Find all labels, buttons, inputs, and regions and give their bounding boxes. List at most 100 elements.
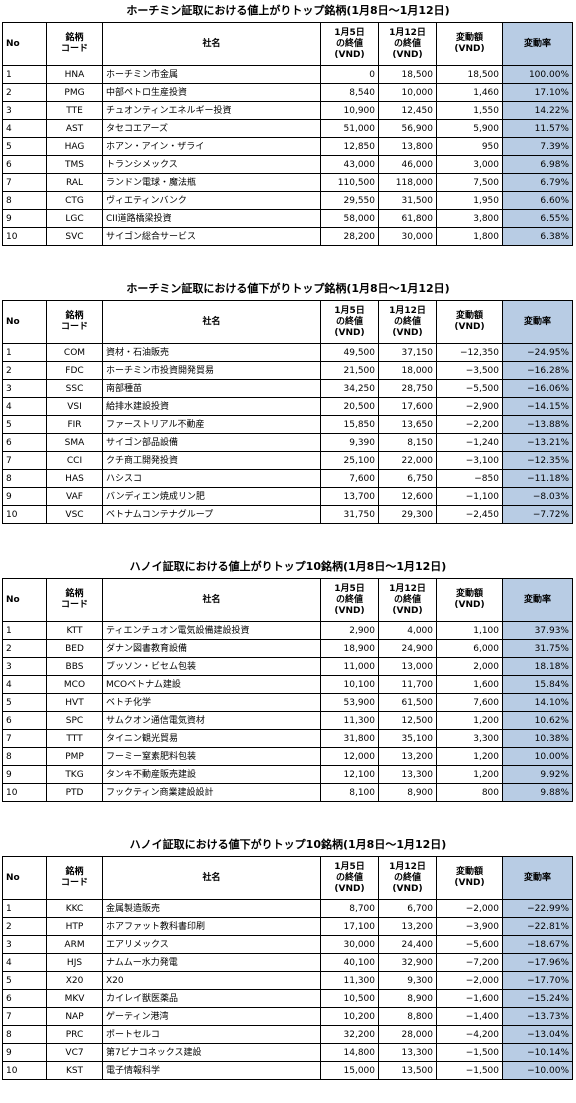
- cell-change: 7,500: [436, 173, 503, 192]
- cell-close-start: 58,000: [320, 209, 379, 228]
- ranking-section-4: ハノイ証取における値下がりトップ10銘柄(1月8日〜1月12日) No 銘柄 コ…: [0, 834, 576, 1080]
- cell-name: ヴィエティンバンク: [102, 191, 321, 210]
- cell-close-start: 17,100: [320, 917, 379, 936]
- cell-no: 5: [2, 137, 47, 156]
- cell-code: BED: [46, 639, 103, 658]
- cell-no: 9: [2, 765, 47, 784]
- header-name: 社名: [102, 578, 321, 622]
- cell-close-start: 7,600: [320, 469, 379, 488]
- header-code: 銘柄 コード: [46, 22, 103, 66]
- cell-close-end: 35,100: [378, 729, 437, 748]
- cell-code: NAP: [46, 1007, 103, 1026]
- table-row: 6 TMS トランシメックス 43,000 46,000 3,000 6.98%: [2, 155, 573, 174]
- cell-code: PMP: [46, 747, 103, 766]
- cell-change: −3,900: [436, 917, 503, 936]
- cell-code: HAS: [46, 469, 103, 488]
- cell-name: ファーストリアル不動産: [102, 415, 321, 434]
- cell-close-start: 21,500: [320, 361, 379, 380]
- cell-pct: −11.18%: [502, 469, 573, 488]
- cell-name: ハシスコ: [102, 469, 321, 488]
- cell-code: SVC: [46, 227, 103, 246]
- cell-close-end: 12,600: [378, 487, 437, 506]
- table-row: 7 CCI クチ商工開発投資 25,100 22,000 −3,100 −12.35%: [2, 451, 573, 470]
- cell-pct: −8.03%: [502, 487, 573, 506]
- cell-close-end: 4,000: [378, 621, 437, 640]
- cell-close-end: 32,900: [378, 953, 437, 972]
- ranking-table: No 銘柄 コード 社名 1月5日 の終値 (VND) 1月12日 の終値 (V…: [2, 300, 573, 524]
- header-no: No: [2, 300, 47, 344]
- cell-code: VSI: [46, 397, 103, 416]
- cell-no: 8: [2, 747, 47, 766]
- table-row: 3 BBS ブッソン・ビセム包装 11,000 13,000 2,000 18.18%: [2, 657, 573, 676]
- cell-change: −2,000: [436, 899, 503, 918]
- cell-close-end: 18,500: [378, 65, 437, 84]
- cell-no: 3: [2, 101, 47, 120]
- cell-close-start: 11,300: [320, 711, 379, 730]
- header-pct: 変動率: [502, 22, 573, 66]
- cell-close-start: 31,800: [320, 729, 379, 748]
- cell-no: 5: [2, 693, 47, 712]
- cell-close-end: 8,150: [378, 433, 437, 452]
- cell-code: MKV: [46, 989, 103, 1008]
- cell-code: HJS: [46, 953, 103, 972]
- table-row: 2 PMG 中部ペトロ生産投資 8,540 10,000 1,460 17.10%: [2, 83, 573, 102]
- header-close-end: 1月12日 の終値 (VND): [378, 22, 437, 66]
- cell-name: カイレイ獣医薬品: [102, 989, 321, 1008]
- cell-close-start: 53,900: [320, 693, 379, 712]
- cell-code: TKG: [46, 765, 103, 784]
- cell-close-start: 14,800: [320, 1043, 379, 1062]
- cell-code: PMG: [46, 83, 103, 102]
- table-row: 4 MCO MCOベトナム建設 10,100 11,700 1,600 15.84%: [2, 675, 573, 694]
- cell-name: サイゴン総合サービス: [102, 227, 321, 246]
- cell-code: FDC: [46, 361, 103, 380]
- cell-close-end: 28,750: [378, 379, 437, 398]
- cell-code: TTE: [46, 101, 103, 120]
- table-row: 9 LGC CII道路橋梁投資 58,000 61,800 3,800 6.55%: [2, 209, 573, 228]
- cell-close-end: 46,000: [378, 155, 437, 174]
- cell-close-start: 110,500: [320, 173, 379, 192]
- cell-code: ARM: [46, 935, 103, 954]
- cell-close-start: 32,200: [320, 1025, 379, 1044]
- header-no: No: [2, 856, 47, 900]
- cell-close-end: 13,650: [378, 415, 437, 434]
- cell-code: AST: [46, 119, 103, 138]
- cell-code: PRC: [46, 1025, 103, 1044]
- cell-change: −1,240: [436, 433, 503, 452]
- cell-change: 3,800: [436, 209, 503, 228]
- cell-name: ベトチ化学: [102, 693, 321, 712]
- cell-name: サイゴン部品設備: [102, 433, 321, 452]
- cell-close-start: 11,000: [320, 657, 379, 676]
- cell-no: 10: [2, 227, 47, 246]
- cell-close-end: 13,200: [378, 917, 437, 936]
- cell-no: 10: [2, 1061, 47, 1080]
- cell-no: 6: [2, 155, 47, 174]
- table-row: 10 VSC ベトナムコンテナグループ 31,750 29,300 −2,450 −7.72…: [2, 505, 573, 524]
- cell-close-end: 29,300: [378, 505, 437, 524]
- header-pct: 変動率: [502, 300, 573, 344]
- header-close-start: 1月5日 の終値 (VND): [320, 856, 379, 900]
- cell-pct: −10.14%: [502, 1043, 573, 1062]
- cell-change: −3,100: [436, 451, 503, 470]
- cell-no: 5: [2, 971, 47, 990]
- cell-close-end: 12,450: [378, 101, 437, 120]
- table-row: 7 RAL ランドン電球・魔法瓶 110,500 118,000 7,500 6.79%: [2, 173, 573, 192]
- cell-pct: 15.84%: [502, 675, 573, 694]
- cell-close-start: 11,300: [320, 971, 379, 990]
- table-header-row: No 銘柄 コード 社名 1月5日 の終値 (VND) 1月12日 の終値 (V…: [2, 300, 573, 344]
- cell-close-start: 8,100: [320, 783, 379, 802]
- section-title: ハノイ証取における値下がりトップ10銘柄(1月8日〜1月12日): [129, 838, 447, 851]
- cell-code: VAF: [46, 487, 103, 506]
- cell-no: 7: [2, 729, 47, 748]
- cell-close-start: 31,750: [320, 505, 379, 524]
- ranking-table: No 銘柄 コード 社名 1月5日 の終値 (VND) 1月12日 の終値 (V…: [2, 578, 573, 802]
- table-header-row: No 銘柄 コード 社名 1月5日 の終値 (VND) 1月12日 の終値 (V…: [2, 578, 573, 622]
- cell-close-end: 8,900: [378, 989, 437, 1008]
- cell-close-start: 49,500: [320, 343, 379, 362]
- cell-code: HTP: [46, 917, 103, 936]
- cell-change: 5,900: [436, 119, 503, 138]
- cell-pct: 37.93%: [502, 621, 573, 640]
- cell-change: 1,950: [436, 191, 503, 210]
- table-row: 3 TTE チュオンティンエネルギー投資 10,900 12,450 1,550 14.22…: [2, 101, 573, 120]
- cell-change: −2,200: [436, 415, 503, 434]
- table-row: 7 NAP ゲーティン港湾 10,200 8,800 −1,400 −13.73%: [2, 1007, 573, 1026]
